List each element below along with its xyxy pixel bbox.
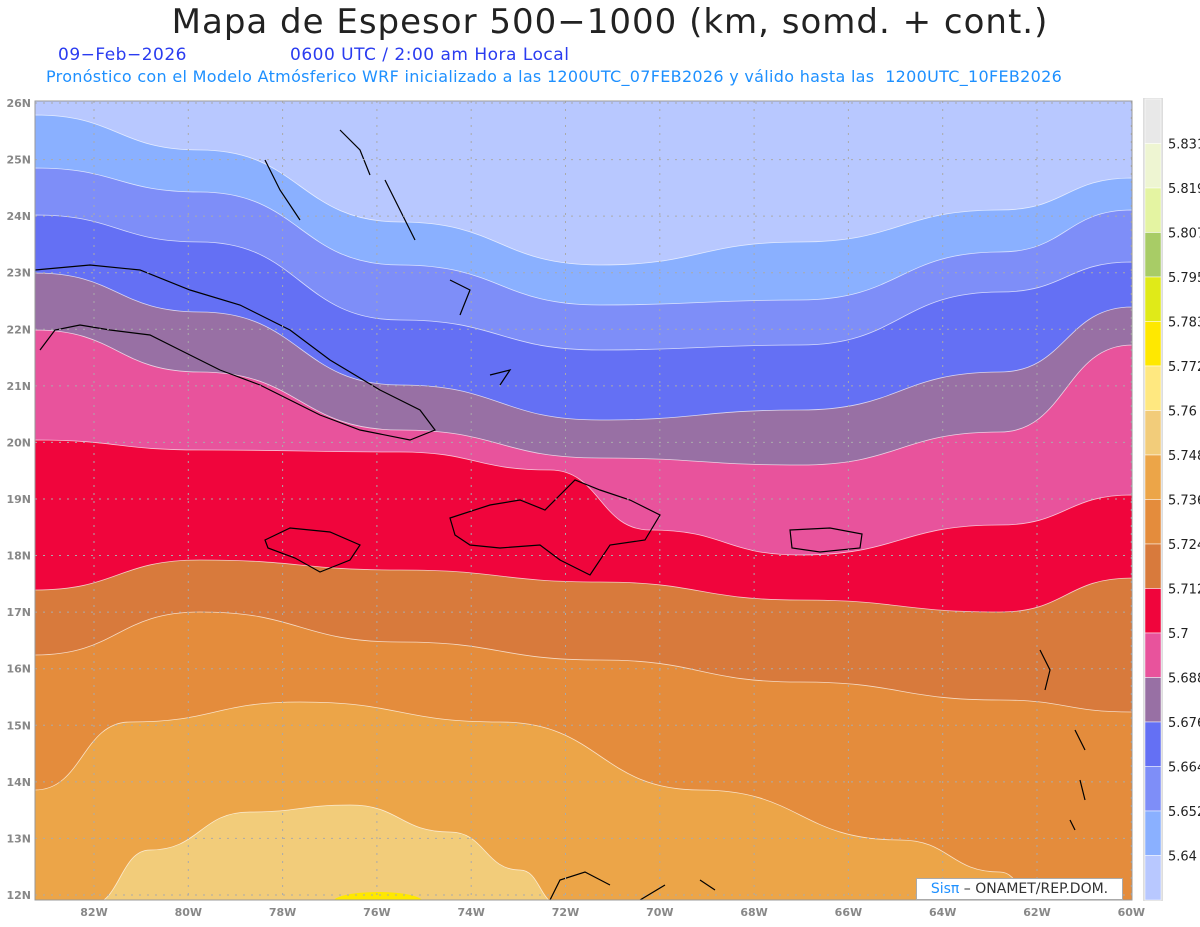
map-title: Mapa de Espesor 500−1000 (km, somd. + co…: [171, 2, 1049, 42]
colorbar-swatch: [1144, 721, 1162, 767]
model-description: Pronóstico con el Modelo Atmósferico WRF…: [46, 67, 1063, 86]
colorbar-label: 5.712: [1168, 583, 1200, 598]
lon-label: 70W: [646, 906, 673, 919]
lat-label: 22N: [6, 323, 31, 336]
map-frame: [34, 100, 1133, 901]
lon-label: 82W: [80, 906, 107, 919]
colorbar-swatch: [1144, 543, 1162, 589]
colorbar-label: 5.7: [1168, 627, 1189, 642]
colorbar-swatch: [1144, 588, 1162, 634]
colorbar-label: 5.724: [1168, 538, 1200, 553]
colorbar-label: 5.807: [1168, 227, 1200, 242]
lon-label: 72W: [552, 906, 579, 919]
colorbar-label: 5.688: [1168, 672, 1200, 687]
credit-box: Sisπ – ONAMET/REP.DOM.: [916, 878, 1123, 900]
hispaniola-coast: [449, 479, 661, 576]
lat-label: 25N: [6, 154, 31, 167]
colorbar-label: 5.748: [1168, 449, 1200, 464]
lon-label: 80W: [175, 906, 202, 919]
colorbar-label: 5.736: [1168, 494, 1200, 509]
lat-label: 15N: [6, 719, 31, 732]
lat-label: 26N: [6, 97, 31, 110]
colorbar-swatch: [1144, 321, 1162, 367]
lat-label: 18N: [6, 550, 31, 563]
lesser-antilles-coast: [1039, 649, 1086, 831]
lat-label: 14N: [6, 776, 31, 789]
colorbar-label: 5.795: [1168, 271, 1200, 286]
coastlines: [35, 129, 1086, 900]
colorbar-label: 5.772: [1168, 360, 1200, 375]
lat-label: 17N: [6, 606, 31, 619]
forecast-time: 0600 UTC / 2:00 am Hora Local: [290, 45, 570, 65]
colorbar-swatch: [1144, 677, 1162, 723]
colorbar-swatch: [1144, 187, 1162, 233]
colorbar-swatch: [1144, 232, 1162, 278]
colorbar-swatch: [1144, 143, 1162, 189]
credit-text: – ONAMET/REP.DOM.: [959, 881, 1109, 897]
band-5.76: [103, 804, 550, 900]
lon-label: 64W: [929, 906, 956, 919]
graticule: [35, 101, 1132, 900]
puerto-rico-coast: [789, 527, 863, 553]
cuba-coast: [35, 264, 436, 441]
bahamas-coast: [264, 129, 512, 386]
colorbar-swatch: [1144, 499, 1162, 545]
colorbar-label: 5.64: [1168, 850, 1197, 865]
colorbar-swatch: [1144, 410, 1162, 456]
lon-label: 62W: [1023, 906, 1050, 919]
colorbar-label: 5.831: [1168, 138, 1200, 153]
forecast-date: 09−Feb−2026: [58, 45, 187, 65]
colorbar-swatch: [1144, 454, 1162, 500]
lon-label: 68W: [740, 906, 767, 919]
colorbar-swatch: [1144, 365, 1162, 411]
band-5.772: [333, 892, 423, 900]
colorbar-label: 5.76: [1168, 405, 1197, 420]
lat-label: 16N: [6, 663, 31, 676]
lat-label: 24N: [6, 210, 31, 223]
sispi-logo: Sisπ: [930, 881, 960, 897]
lon-label: 74W: [457, 906, 484, 919]
lat-label: 12N: [6, 889, 31, 902]
colorbar-label: 5.819: [1168, 182, 1200, 197]
colorbar-label: 5.664: [1168, 761, 1200, 776]
thickness-contour-bands: [35, 101, 1132, 900]
jamaica-coast: [264, 527, 361, 573]
colorbar-swatch: [1144, 276, 1162, 322]
colorbar: 5.831 5.819 5.807 5.795 5.783 5.772 5.76 5.748 5…: [1143, 98, 1200, 901]
colorbar-swatch: [1144, 632, 1162, 678]
south-america-coast: [549, 871, 716, 900]
colorbar-swatch: [1144, 98, 1162, 144]
lat-label: 13N: [6, 832, 31, 845]
colorbar-label: 5.676: [1168, 716, 1200, 731]
lat-label: 21N: [6, 380, 31, 393]
lon-label: 66W: [835, 906, 862, 919]
lon-label: 76W: [363, 906, 390, 919]
colorbar-label: 5.652: [1168, 805, 1200, 820]
colorbar-swatch: [1144, 810, 1162, 856]
colorbar-swatch: [1144, 766, 1162, 812]
lon-label: 60W: [1118, 906, 1145, 919]
colorbar-label: 5.783: [1168, 316, 1200, 331]
colorbar-swatch: [1144, 855, 1162, 901]
lat-label: 20N: [6, 436, 31, 449]
lon-label: 78W: [269, 906, 296, 919]
lat-label: 19N: [6, 493, 31, 506]
lat-label: 23N: [6, 267, 31, 280]
